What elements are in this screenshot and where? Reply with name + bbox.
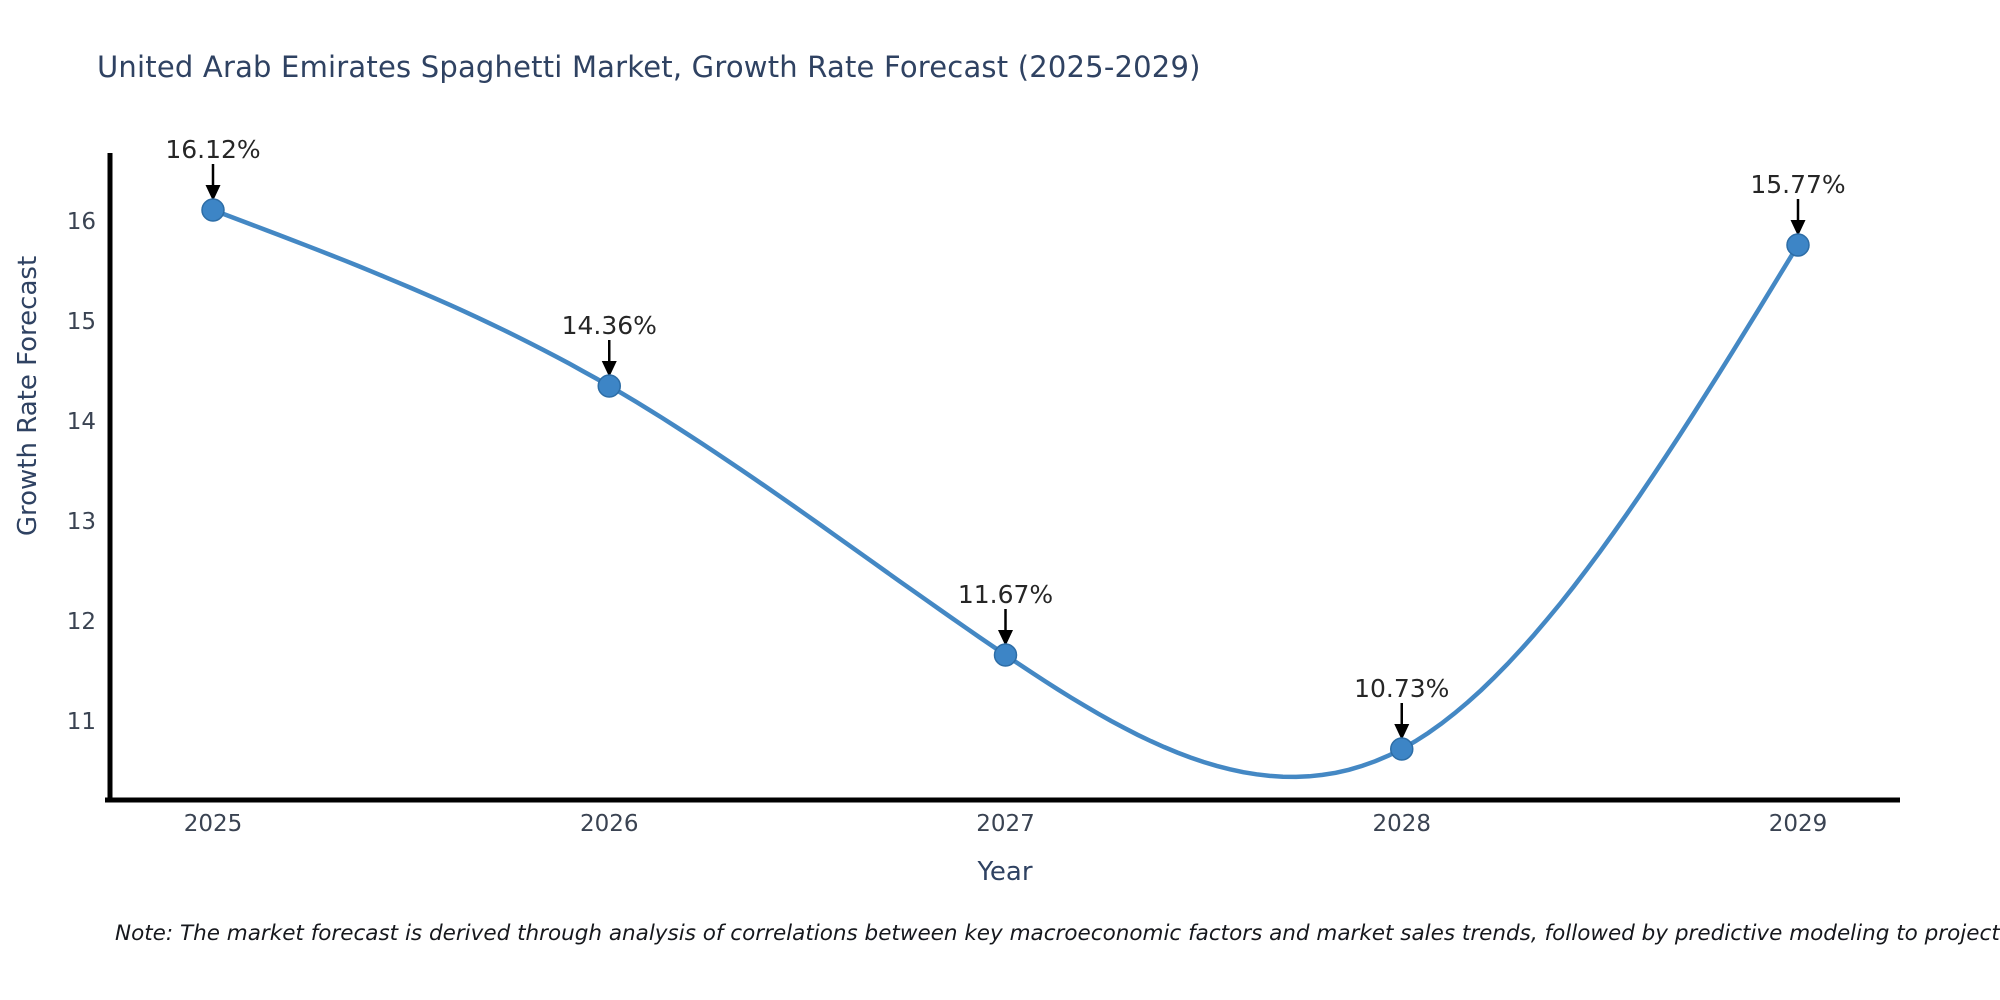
x-tick-label: 2026 [579,811,639,837]
x-axis-title: Year [977,857,1033,887]
data-point-marker [201,198,225,222]
y-tick-label: 12 [66,609,96,635]
x-tick-label: 2027 [976,811,1035,837]
point-value-label: 15.77% [1750,170,1846,199]
y-tick-label: 16 [66,209,96,235]
data-point-marker [993,643,1018,667]
data-point-marker [1786,233,1810,257]
point-value-label: 16.12% [165,135,261,164]
point-value-label: 11.67% [957,580,1054,609]
y-tick-label: 15 [66,309,96,335]
annotation-arrow-head [205,185,221,201]
footnote: Note: The market forecast is derived thr… [115,921,2000,946]
annotation-arrow-head [1790,220,1806,236]
x-tick-label: 2025 [183,811,243,837]
x-tick-label: 2029 [1768,811,1828,837]
data-point-marker [597,374,621,398]
annotation-arrow-head [998,630,1013,646]
data-point-marker [1390,737,1414,761]
point-value-label: 14.36% [561,311,657,340]
annotation-arrow-head [1394,724,1410,740]
y-tick-label: 11 [66,709,96,735]
y-tick-label: 14 [66,409,96,435]
chart-title: United Arab Emirates Spaghetti Market, G… [97,50,1201,84]
y-axis-title: Growth Rate Forecast [13,255,43,537]
annotation-arrow-head [601,361,617,377]
y-tick-label: 13 [66,509,96,535]
forecast-curve [210,207,1801,780]
x-tick-label: 2028 [1372,811,1432,837]
point-value-label: 10.73% [1354,674,1450,703]
